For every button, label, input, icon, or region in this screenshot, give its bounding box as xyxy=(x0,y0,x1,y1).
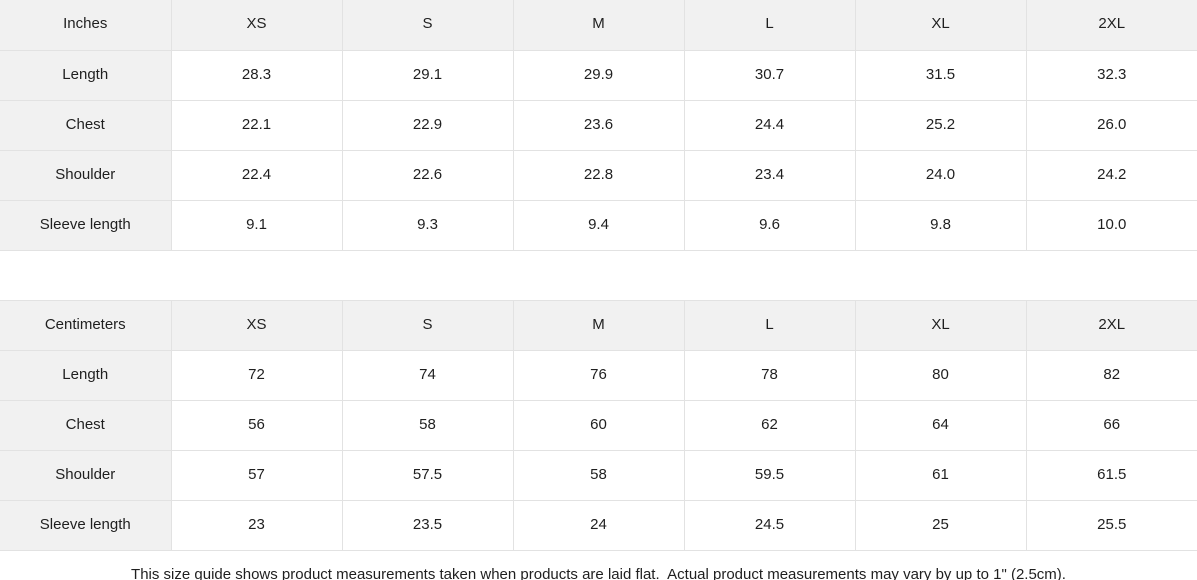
inches-shoulder-xl: 24.0 xyxy=(855,150,1027,201)
table-row: Shoulder 57 57.5 58 59.5 61 61.5 xyxy=(0,450,1197,501)
inches-chest-xl: 25.2 xyxy=(855,100,1027,151)
centimeters-header-row: Centimeters XS S M L XL 2XL xyxy=(0,300,1197,351)
centimeters-unit-header: Centimeters xyxy=(0,300,172,351)
inches-header-row: Inches XS S M L XL 2XL xyxy=(0,0,1197,51)
centimeters-chest-2xl: 66 xyxy=(1026,400,1197,451)
centimeters-size-header-s: S xyxy=(342,300,514,351)
inches-size-header-xl: XL xyxy=(855,0,1027,51)
table-spacer-cell xyxy=(0,249,1197,301)
inches-length-l: 30.7 xyxy=(684,50,856,101)
inches-row-label-shoulder: Shoulder xyxy=(0,150,172,201)
inches-sleeve-length-xs: 9.1 xyxy=(171,200,343,251)
inches-chest-m: 23.6 xyxy=(513,100,685,151)
centimeters-shoulder-s: 57.5 xyxy=(342,450,514,501)
inches-length-s: 29.1 xyxy=(342,50,514,101)
table-spacer-row xyxy=(0,249,1197,301)
centimeters-sleeve-length-m: 24 xyxy=(513,500,685,551)
centimeters-chest-s: 58 xyxy=(342,400,514,451)
inches-size-header-s: S xyxy=(342,0,514,51)
centimeters-size-header-xl: XL xyxy=(855,300,1027,351)
centimeters-shoulder-l: 59.5 xyxy=(684,450,856,501)
table-row: Chest 56 58 60 62 64 66 xyxy=(0,400,1197,451)
inches-sleeve-length-2xl: 10.0 xyxy=(1026,200,1197,251)
table-row: Length 28.3 29.1 29.9 30.7 31.5 32.3 xyxy=(0,50,1197,101)
inches-length-xl: 31.5 xyxy=(855,50,1027,101)
table-row: Sleeve length 9.1 9.3 9.4 9.6 9.8 10.0 xyxy=(0,200,1197,251)
inches-shoulder-m: 22.8 xyxy=(513,150,685,201)
inches-sleeve-length-m: 9.4 xyxy=(513,200,685,251)
inches-row-label-length: Length xyxy=(0,50,172,101)
inches-size-header-xs: XS xyxy=(171,0,343,51)
inches-length-2xl: 32.3 xyxy=(1026,50,1197,101)
table-row: Length 72 74 76 78 80 82 xyxy=(0,350,1197,401)
centimeters-chest-l: 62 xyxy=(684,400,856,451)
inches-shoulder-xs: 22.4 xyxy=(171,150,343,201)
inches-length-xs: 28.3 xyxy=(171,50,343,101)
centimeters-shoulder-2xl: 61.5 xyxy=(1026,450,1197,501)
inches-sleeve-length-l: 9.6 xyxy=(684,200,856,251)
centimeters-row-label-chest: Chest xyxy=(0,400,172,451)
inches-shoulder-l: 23.4 xyxy=(684,150,856,201)
inches-shoulder-2xl: 24.2 xyxy=(1026,150,1197,201)
centimeters-shoulder-m: 58 xyxy=(513,450,685,501)
centimeters-size-header-l: L xyxy=(684,300,856,351)
inches-length-m: 29.9 xyxy=(513,50,685,101)
inches-sleeve-length-xl: 9.8 xyxy=(855,200,1027,251)
centimeters-sleeve-length-l: 24.5 xyxy=(684,500,856,551)
inches-size-header-m: M xyxy=(513,0,685,51)
centimeters-chest-m: 60 xyxy=(513,400,685,451)
centimeters-sleeve-length-xs: 23 xyxy=(171,500,343,551)
centimeters-sleeve-length-2xl: 25.5 xyxy=(1026,500,1197,551)
inches-row-label-chest: Chest xyxy=(0,100,172,151)
centimeters-shoulder-xs: 57 xyxy=(171,450,343,501)
centimeters-row-label-sleeve-length: Sleeve length xyxy=(0,500,172,551)
table-row: Chest 22.1 22.9 23.6 24.4 25.2 26.0 xyxy=(0,100,1197,151)
inches-size-header-2xl: 2XL xyxy=(1026,0,1197,51)
centimeters-length-m: 76 xyxy=(513,350,685,401)
centimeters-row-label-length: Length xyxy=(0,350,172,401)
size-guide-note: This size guide shows product measuremen… xyxy=(0,550,1197,580)
centimeters-shoulder-xl: 61 xyxy=(855,450,1027,501)
inches-sleeve-length-s: 9.3 xyxy=(342,200,514,251)
centimeters-sleeve-length-xl: 25 xyxy=(855,500,1027,551)
table-row: Shoulder 22.4 22.6 22.8 23.4 24.0 24.2 xyxy=(0,150,1197,201)
inches-row-label-sleeve-length: Sleeve length xyxy=(0,200,172,251)
inches-chest-2xl: 26.0 xyxy=(1026,100,1197,151)
centimeters-length-s: 74 xyxy=(342,350,514,401)
centimeters-chest-xs: 56 xyxy=(171,400,343,451)
inches-chest-l: 24.4 xyxy=(684,100,856,151)
centimeters-sleeve-length-s: 23.5 xyxy=(342,500,514,551)
table-row: Sleeve length 23 23.5 24 24.5 25 25.5 xyxy=(0,500,1197,551)
centimeters-length-xl: 80 xyxy=(855,350,1027,401)
centimeters-size-header-xs: XS xyxy=(171,300,343,351)
centimeters-size-header-m: M xyxy=(513,300,685,351)
inches-unit-header: Inches xyxy=(0,0,172,51)
centimeters-length-xs: 72 xyxy=(171,350,343,401)
centimeters-length-l: 78 xyxy=(684,350,856,401)
centimeters-length-2xl: 82 xyxy=(1026,350,1197,401)
inches-size-header-l: L xyxy=(684,0,856,51)
inches-chest-s: 22.9 xyxy=(342,100,514,151)
centimeters-row-label-shoulder: Shoulder xyxy=(0,450,172,501)
inches-shoulder-s: 22.6 xyxy=(342,150,514,201)
size-guide-note-row: This size guide shows product measuremen… xyxy=(0,550,1197,580)
centimeters-chest-xl: 64 xyxy=(855,400,1027,451)
centimeters-size-header-2xl: 2XL xyxy=(1026,300,1197,351)
inches-chest-xs: 22.1 xyxy=(171,100,343,151)
